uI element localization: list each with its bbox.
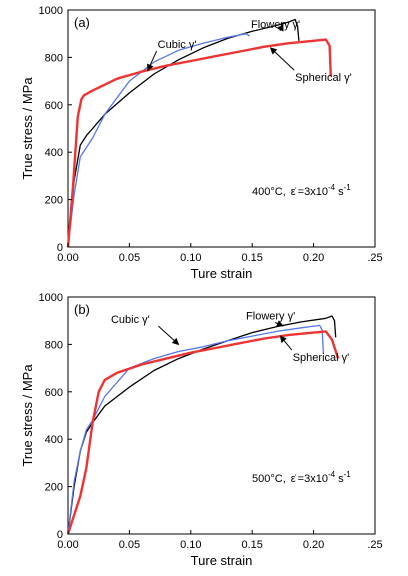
condition-rate-unit: s bbox=[335, 473, 344, 485]
series-layer bbox=[66, 315, 340, 535]
annotation-layer: Flowery γ' Cubic γ' Spherical γ' bbox=[111, 311, 349, 364]
x-tick-label: 0.15 bbox=[241, 252, 262, 264]
series-line bbox=[67, 324, 325, 535]
series-layer bbox=[66, 18, 332, 248]
panel-label: (a) bbox=[74, 15, 90, 30]
x-tick-label: 0.20 bbox=[303, 252, 324, 264]
strain-rate-symbol: ε̇ bbox=[291, 186, 297, 198]
annotation-arrow bbox=[269, 47, 295, 71]
tick-layer: 0.00 0.05 0.10 0.15 0.20 .25 0 200 400 600 800 1000 bbox=[39, 292, 383, 551]
series-annotation: Spherical γ' bbox=[293, 352, 350, 364]
x-tick-label: 0.10 bbox=[180, 252, 201, 264]
x-tick-label: 0.15 bbox=[241, 539, 262, 551]
series-annotation: Cubic γ' bbox=[158, 39, 197, 51]
y-tick-label: 800 bbox=[45, 339, 63, 351]
condition-rate-unit-exp: -1 bbox=[344, 183, 352, 192]
y-tick-label: 1000 bbox=[39, 5, 63, 17]
x-tick-label: 0.10 bbox=[180, 539, 201, 551]
y-tick-label: 800 bbox=[45, 52, 63, 64]
x-tick-label: 0.05 bbox=[119, 252, 140, 264]
condition-unit: °C, bbox=[270, 186, 285, 198]
x-tick-label: 0.00 bbox=[57, 539, 78, 551]
y-tick-label: 0 bbox=[57, 529, 63, 541]
condition-rate-exp: -4 bbox=[328, 183, 336, 192]
y-tick-label: 1000 bbox=[39, 292, 63, 304]
annotation-arrow bbox=[147, 50, 158, 72]
series-annotation: Cubic γ' bbox=[111, 314, 150, 326]
plot-frame bbox=[67, 9, 376, 248]
condition-rate: =3x10 bbox=[298, 473, 328, 485]
y-axis-label: True stress / MPa bbox=[20, 364, 35, 467]
strain-rate-symbol: ε̇ bbox=[291, 473, 297, 485]
y-tick-label: 400 bbox=[45, 147, 63, 159]
y-tick-label: 0 bbox=[57, 242, 63, 254]
y-tick-label: 600 bbox=[45, 100, 63, 112]
annotation-arrow bbox=[279, 335, 293, 351]
x-tick-label: 0.20 bbox=[303, 539, 324, 551]
annotation-layer: Flowery γ' Cubic γ' Spherical γ' bbox=[147, 19, 352, 84]
x-axis-label: Ture strain bbox=[191, 553, 253, 568]
y-tick-label: 200 bbox=[45, 195, 63, 207]
series-annotation: Flowery γ' bbox=[251, 19, 300, 31]
x-axis-label: Ture strain bbox=[191, 266, 253, 281]
annotation-arrow bbox=[277, 23, 284, 32]
panel-label: (b) bbox=[74, 302, 90, 317]
condition-label: 500°C, ε̇ =3x10-4 s-1 bbox=[252, 470, 351, 485]
panel-b: 0.00 0.05 0.10 0.15 0.20 .25 0 200 400 600 800 1000… bbox=[20, 292, 383, 568]
condition-temp: 500 bbox=[252, 473, 270, 485]
annotation-arrow bbox=[158, 325, 180, 346]
condition-rate-exp: -4 bbox=[328, 470, 336, 479]
series-line bbox=[67, 315, 337, 535]
y-axis-label: True stress / MPa bbox=[20, 77, 35, 180]
y-tick-label: 200 bbox=[45, 482, 63, 494]
y-tick-label: 600 bbox=[45, 387, 63, 399]
x-tick-label: .25 bbox=[367, 539, 382, 551]
condition-rate-unit-exp: -1 bbox=[344, 470, 352, 479]
x-tick-label: 0.05 bbox=[119, 539, 140, 551]
annotation-arrow bbox=[274, 320, 284, 327]
series-line bbox=[67, 33, 251, 248]
x-tick-label: .25 bbox=[367, 252, 382, 264]
series-annotation: Flowery γ' bbox=[246, 311, 295, 323]
condition-unit: °C, bbox=[270, 473, 285, 485]
tick-layer: 0.00 0.05 0.10 0.15 0.20 .25 0 200 400 600 800 1000 bbox=[39, 5, 383, 264]
x-tick-label: 0.00 bbox=[57, 252, 78, 264]
condition-rate: =3x10 bbox=[298, 186, 328, 198]
y-tick-label: 400 bbox=[45, 434, 63, 446]
series-line bbox=[67, 18, 300, 248]
panel-a: 0.00 0.05 0.10 0.15 0.20 .25 0 200 400 600 800 1000… bbox=[20, 5, 383, 281]
plot-frame bbox=[67, 296, 376, 535]
series-line bbox=[66, 38, 332, 248]
condition-label: 400°C, ε̇ =3x10-4 s-1 bbox=[252, 183, 351, 198]
series-annotation: Spherical γ' bbox=[295, 72, 352, 84]
condition-rate-unit: s bbox=[335, 186, 344, 198]
condition-temp: 400 bbox=[252, 186, 270, 198]
series-line bbox=[66, 330, 340, 535]
